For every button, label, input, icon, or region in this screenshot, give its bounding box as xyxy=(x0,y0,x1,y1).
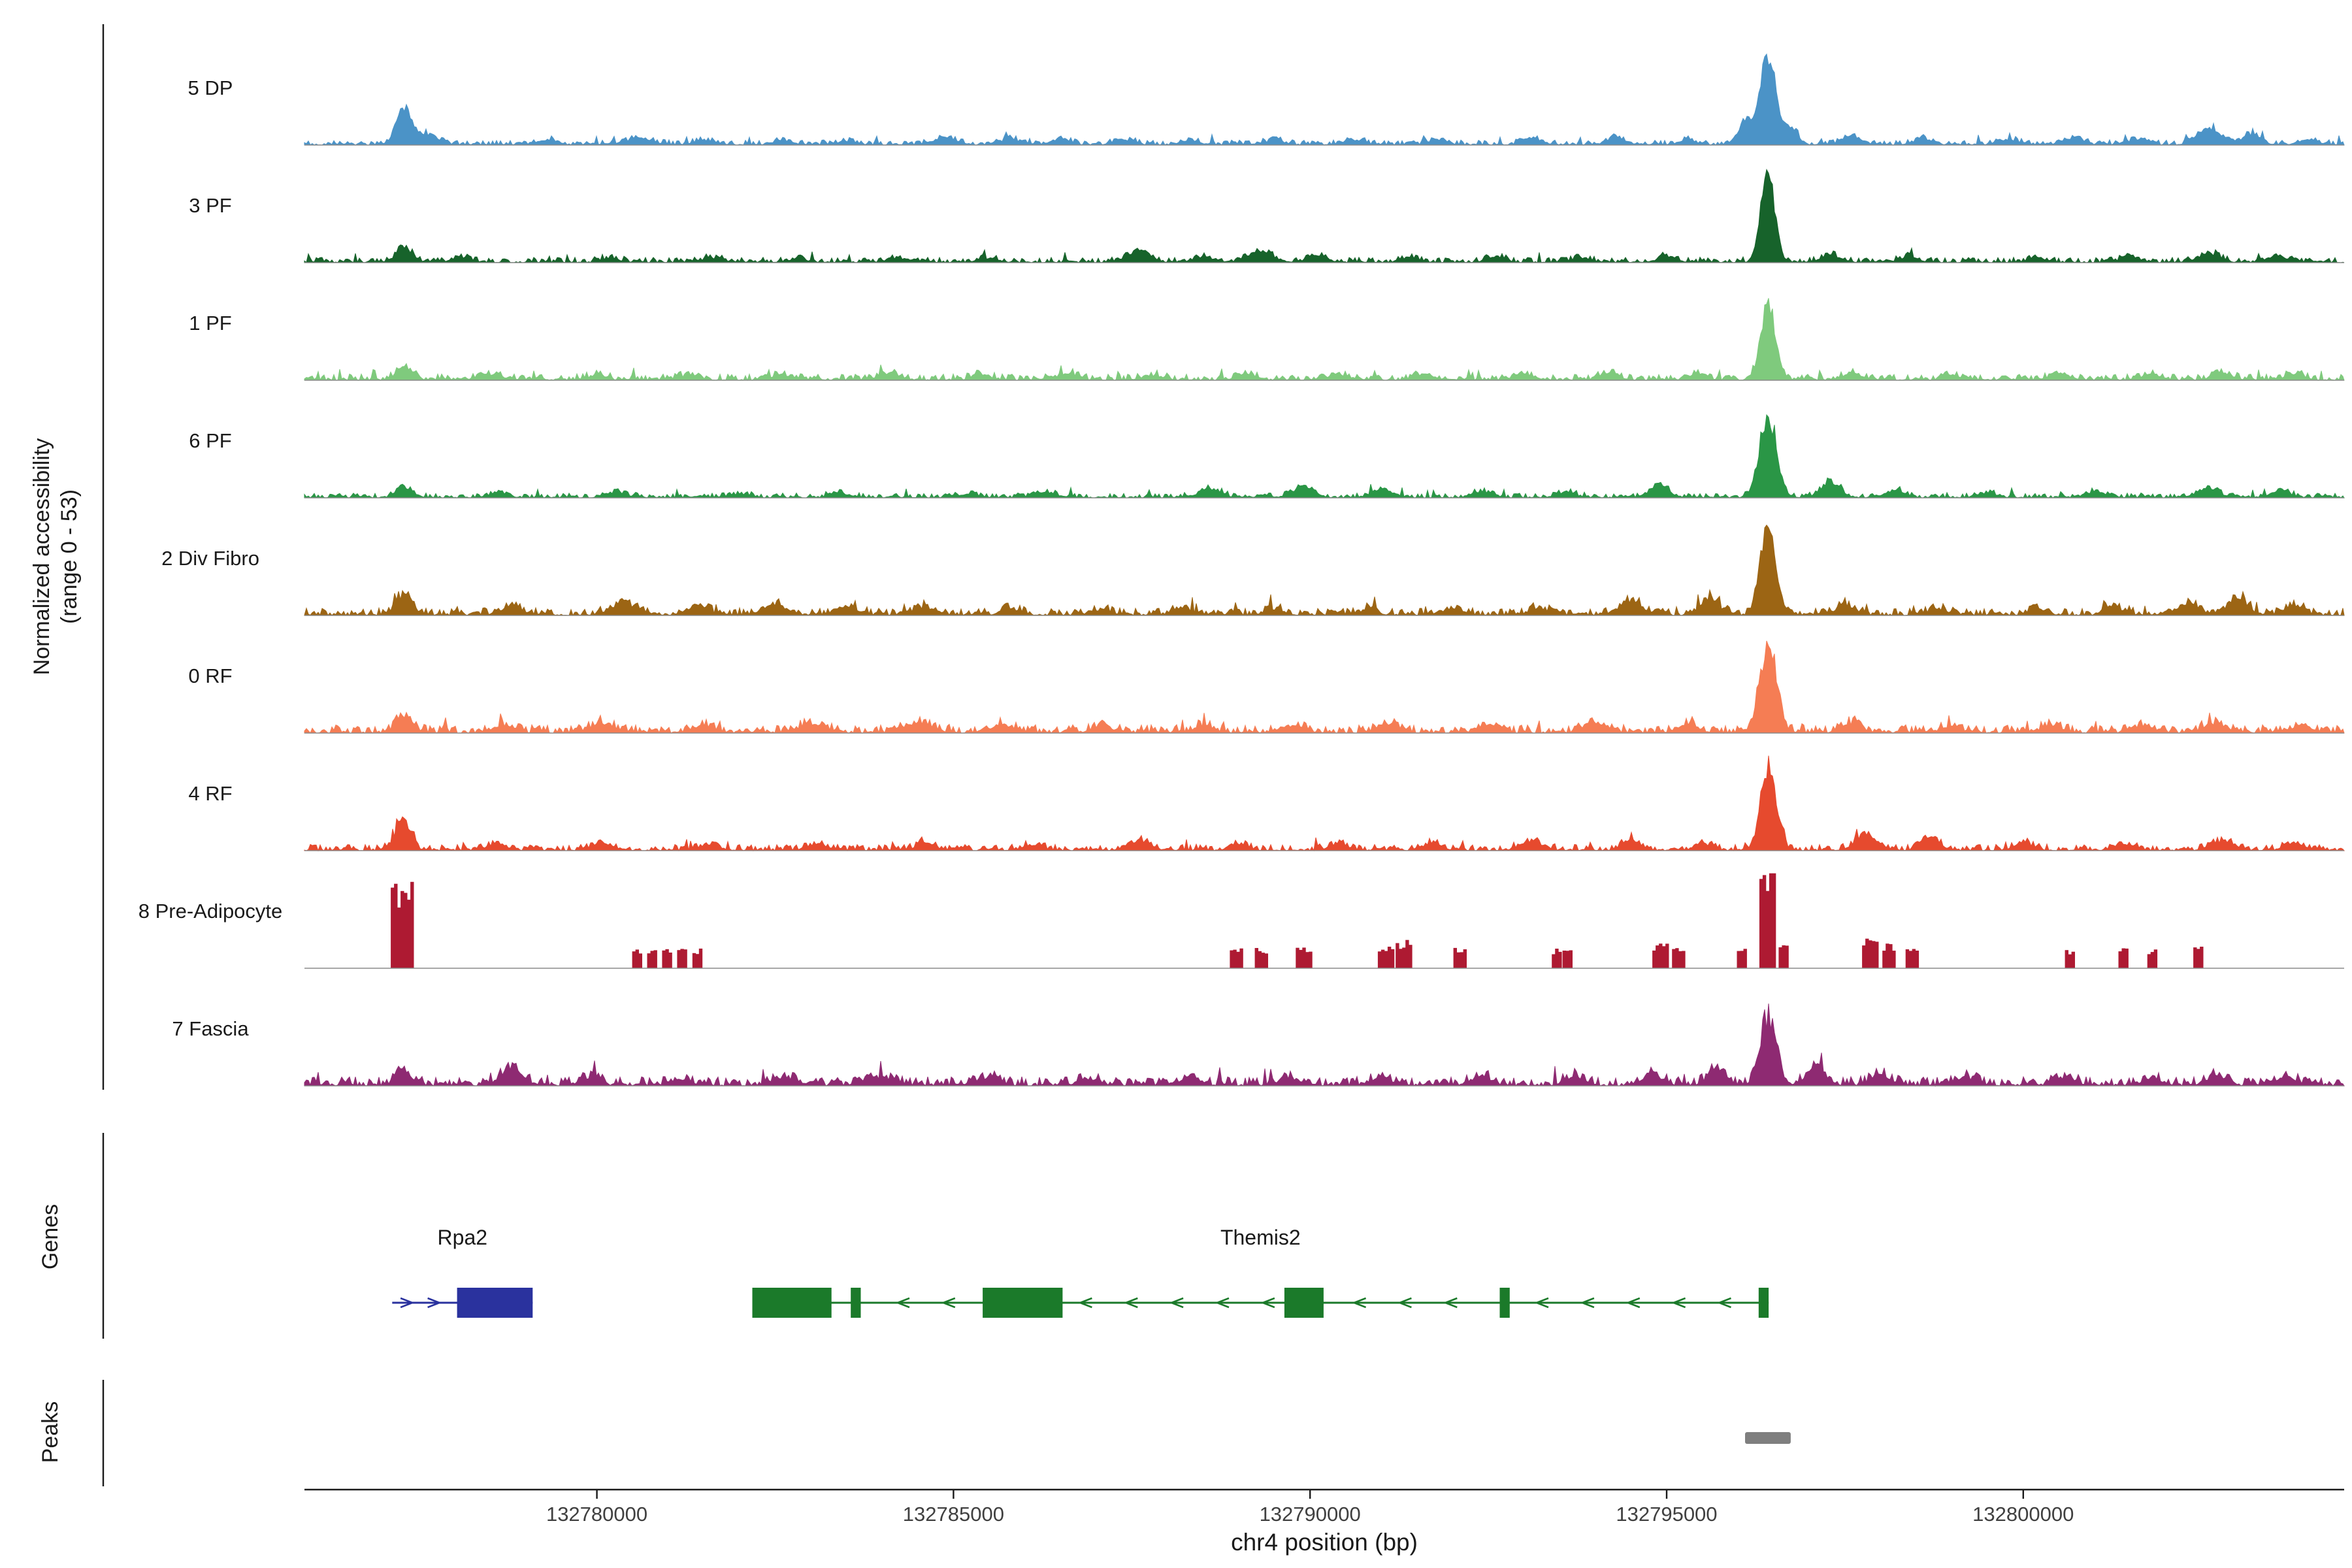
x-axis-title: chr4 position (bp) xyxy=(1231,1529,1418,1556)
gene-label-themis2: Themis2 xyxy=(1220,1226,1301,1249)
gene-model-rpa2 xyxy=(392,1288,533,1318)
coverage-track-3-pf xyxy=(304,169,2345,264)
x-tick-label-1: 132785000 xyxy=(902,1503,1004,1526)
gene-label-rpa2: Rpa2 xyxy=(437,1226,488,1249)
track-label-3-pf: 3 PF xyxy=(189,194,232,217)
coverage-track-4-rf xyxy=(304,755,2345,852)
coverage-track-5-dp xyxy=(304,53,2345,146)
gene-model-themis2 xyxy=(752,1288,1769,1318)
genes-section-label: Genes xyxy=(38,1203,63,1270)
x-tick-label-3: 132795000 xyxy=(1616,1503,1718,1526)
track-label-0-rf: 0 RF xyxy=(188,664,233,687)
track-label-8-pre-adipocyte: 8 Pre-Adipocyte xyxy=(138,900,283,923)
coverage-track-8-pre-adipocyte xyxy=(304,873,2344,969)
coverage-track-0-rf xyxy=(304,640,2345,734)
track-label-7-fascia: 7 Fascia xyxy=(172,1017,249,1040)
coverage-track-6-pf xyxy=(304,414,2345,499)
track-label-6-pf: 6 PF xyxy=(189,429,232,452)
track-label-2-div-fibro: 2 Div Fibro xyxy=(161,547,259,570)
x-tick-label-2: 132790000 xyxy=(1259,1503,1361,1526)
x-tick-label-4: 132800000 xyxy=(1972,1503,2074,1526)
x-axis xyxy=(304,1488,2344,1499)
track-label-4-rf: 4 RF xyxy=(188,782,233,805)
peak-region xyxy=(1745,1432,1791,1444)
coverage-track-1-pf xyxy=(304,298,2345,382)
track-label-5-dp: 5 DP xyxy=(188,76,233,99)
track-label-1-pf: 1 PF xyxy=(189,312,232,335)
x-tick-label-0: 132780000 xyxy=(546,1503,648,1526)
coverage-track-2-div-fibro xyxy=(304,524,2345,617)
coverage-track-7-fascia xyxy=(304,1004,2345,1087)
peaks-section-label: Peaks xyxy=(38,1401,63,1463)
